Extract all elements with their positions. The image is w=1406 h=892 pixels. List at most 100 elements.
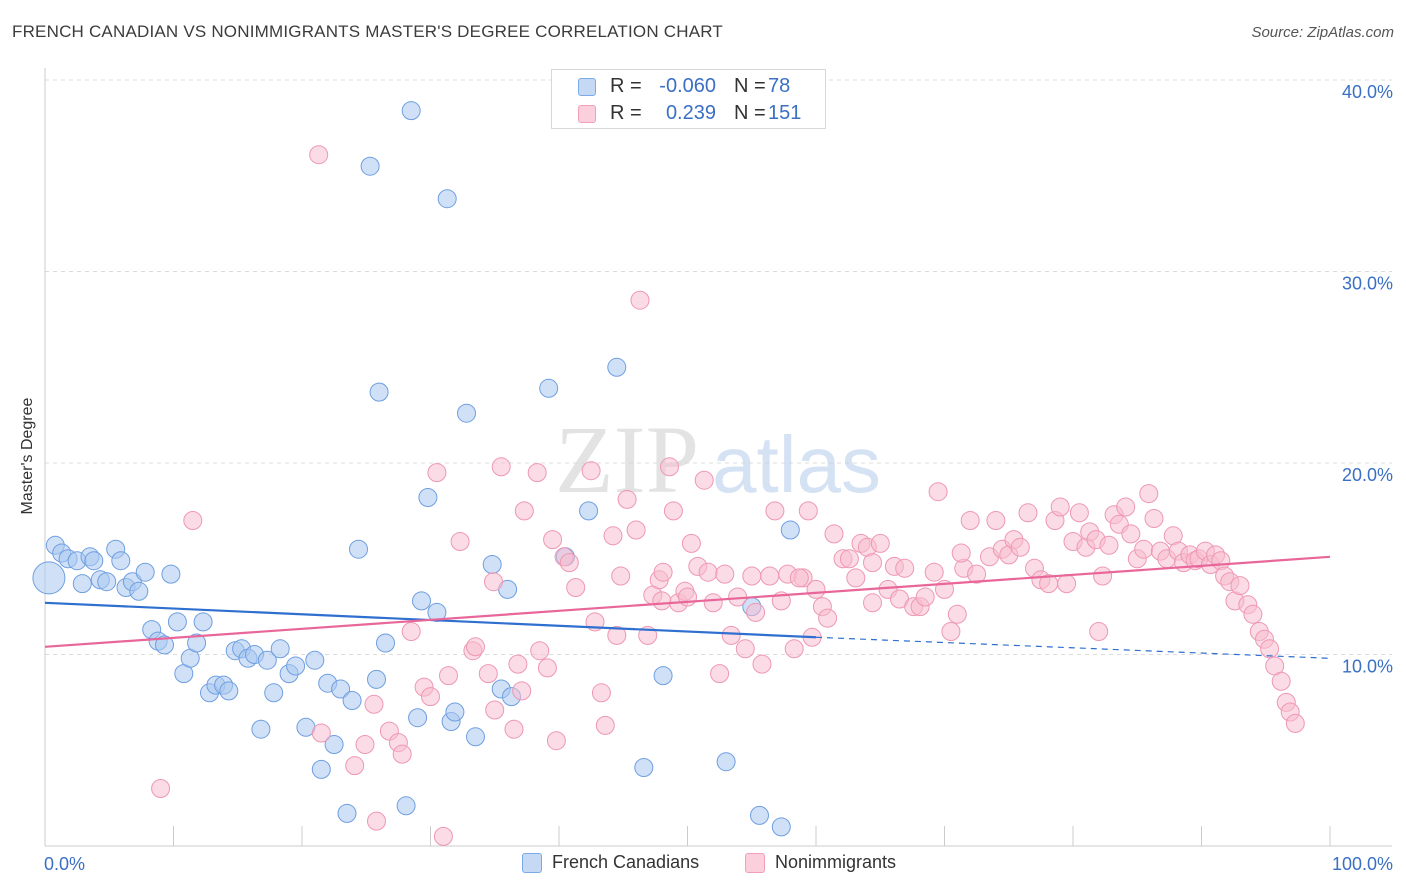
point-french-canadians <box>771 817 791 837</box>
point-nonimmigrants <box>824 524 844 544</box>
point-nonimmigrants <box>798 501 818 521</box>
trend-lines <box>44 555 1331 659</box>
point-nonimmigrants <box>1260 639 1280 659</box>
point-nonimmigrants <box>543 530 563 550</box>
stats-swatch-blue <box>578 78 596 96</box>
point-nonimmigrants <box>514 501 534 521</box>
point-nonimmigrants <box>512 681 532 701</box>
stats-r-label: R = <box>610 75 642 97</box>
point-nonimmigrants <box>710 664 730 684</box>
point-french-canadians <box>437 189 457 209</box>
point-nonimmigrants <box>1230 576 1250 596</box>
point-nonimmigrants <box>151 779 171 798</box>
point-french-canadians <box>412 591 431 611</box>
point-nonimmigrants <box>1099 535 1119 555</box>
point-french-canadians <box>349 539 368 559</box>
tick-labels: 10.0% 20.0% 30.0% 40.0% 0.0% 100.0% <box>44 82 1393 874</box>
point-french-canadians <box>129 581 149 601</box>
point-nonimmigrants <box>401 622 421 641</box>
point-nonimmigrants <box>530 641 550 661</box>
point-nonimmigrants <box>367 811 386 831</box>
point-nonimmigrants <box>789 568 809 588</box>
point-nonimmigrants <box>566 578 586 597</box>
point-nonimmigrants <box>863 553 882 573</box>
stats-row-french-canadians: R = -0.060 N = 78 <box>552 74 825 100</box>
point-nonimmigrants <box>311 723 331 743</box>
source-credit: Source: ZipAtlas.com <box>1251 24 1394 41</box>
point-nonimmigrants <box>960 511 980 530</box>
point-nonimmigrants <box>421 687 440 707</box>
point-french-canadians <box>367 669 386 689</box>
point-nonimmigrants <box>735 639 755 659</box>
point-french-canadians <box>155 635 174 655</box>
point-french-canadians <box>360 156 380 176</box>
point-nonimmigrants <box>484 572 503 592</box>
point-nonimmigrants <box>663 501 683 521</box>
legend-label: Nonimmigrants <box>775 852 897 872</box>
point-french-canadians <box>337 803 357 823</box>
point-nonimmigrants <box>846 568 866 588</box>
legend-swatch-blue <box>522 852 542 873</box>
stats-row-nonimmigrants: R = 0.239 N = 151 <box>552 101 825 127</box>
point-nonimmigrants <box>478 664 498 684</box>
point-french-canadians <box>607 357 627 377</box>
point-french-canadians <box>376 633 395 653</box>
legend-label: French Canadians <box>552 852 700 872</box>
point-nonimmigrants <box>806 579 826 599</box>
point-nonimmigrants <box>617 489 637 509</box>
stats-n-label: N = <box>734 102 766 124</box>
point-french-canadians <box>396 796 416 816</box>
point-french-canadians <box>270 639 290 659</box>
point-french-canadians <box>539 378 559 398</box>
point-nonimmigrants <box>694 470 714 490</box>
point-nonimmigrants <box>760 566 780 586</box>
point-nonimmigrants <box>1116 497 1136 517</box>
point-nonimmigrants <box>183 511 203 530</box>
point-french-canadians <box>219 681 239 701</box>
point-nonimmigrants <box>742 566 762 586</box>
point-french-canadians <box>418 488 438 507</box>
point-nonimmigrants <box>581 461 601 481</box>
point-nonimmigrants <box>698 562 718 582</box>
point-french-canadians <box>305 650 325 670</box>
point-french-canadians <box>167 612 187 632</box>
point-nonimmigrants <box>466 637 485 657</box>
legend-item-french-canadians[interactable]: French Canadians <box>522 852 699 873</box>
point-french-canadians <box>84 551 104 571</box>
y-tick-label: 30.0% <box>1342 274 1393 294</box>
point-nonimmigrants <box>309 145 329 165</box>
point-french-canadians <box>135 562 155 582</box>
point-nonimmigrants <box>986 511 1006 530</box>
x-tick-label: 100.0% <box>1332 854 1393 874</box>
point-nonimmigrants <box>746 602 766 622</box>
point-nonimmigrants <box>364 694 384 714</box>
point-nonimmigrants <box>1121 524 1141 544</box>
legend-item-nonimmigrants[interactable]: Nonimmigrants <box>745 852 896 873</box>
point-french-canadians <box>482 555 502 574</box>
point-nonimmigrants <box>355 735 375 754</box>
point-nonimmigrants <box>1139 484 1159 504</box>
point-nonimmigrants <box>491 457 511 477</box>
stats-swatch-pink <box>578 105 596 123</box>
point-nonimmigrants <box>839 549 859 569</box>
point-nonimmigrants <box>681 533 701 553</box>
point-french-canadians <box>111 551 131 571</box>
point-french-canadians <box>311 759 331 779</box>
point-nonimmigrants <box>527 463 547 483</box>
point-nonimmigrants <box>967 564 987 584</box>
chart-title: FRENCH CANADIAN VS NONIMMIGRANTS MASTER'… <box>12 22 723 41</box>
x-tick-label: 0.0% <box>44 854 85 874</box>
point-french-canadians <box>445 702 465 722</box>
stats-r-label: R = <box>610 102 642 124</box>
point-nonimmigrants <box>1243 604 1263 624</box>
data-points <box>32 101 1305 846</box>
point-nonimmigrants <box>546 731 566 751</box>
point-nonimmigrants <box>1144 509 1164 528</box>
point-french-canadians <box>187 633 207 653</box>
y-tick-label: 10.0% <box>1342 657 1393 677</box>
point-french-canadians <box>161 564 181 584</box>
point-french-canadians <box>634 758 654 777</box>
point-nonimmigrants <box>915 587 935 607</box>
point-nonimmigrants <box>345 756 365 776</box>
